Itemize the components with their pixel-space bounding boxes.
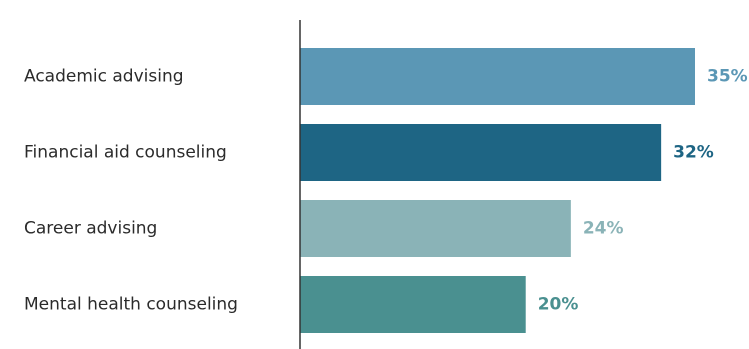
bar-career-advising [300, 200, 571, 257]
value-label-academic-advising: 35% [707, 67, 748, 87]
category-label-career-advising: Career advising [24, 219, 157, 239]
value-label-mental-health-counseling: 20% [538, 295, 579, 315]
bar-academic-advising [300, 48, 695, 105]
value-label-financial-aid-counseling: 32% [673, 143, 714, 163]
value-label-career-advising: 24% [583, 219, 624, 239]
category-label-mental-health-counseling: Mental health counseling [24, 295, 238, 315]
category-label-financial-aid-counseling: Financial aid counseling [24, 143, 227, 163]
bar-mental-health-counseling [300, 276, 526, 333]
bar-financial-aid-counseling [300, 124, 662, 181]
category-label-academic-advising: Academic advising [24, 67, 184, 87]
bars-layer: Academic advising 35% Financial aid counse… [24, 48, 748, 333]
